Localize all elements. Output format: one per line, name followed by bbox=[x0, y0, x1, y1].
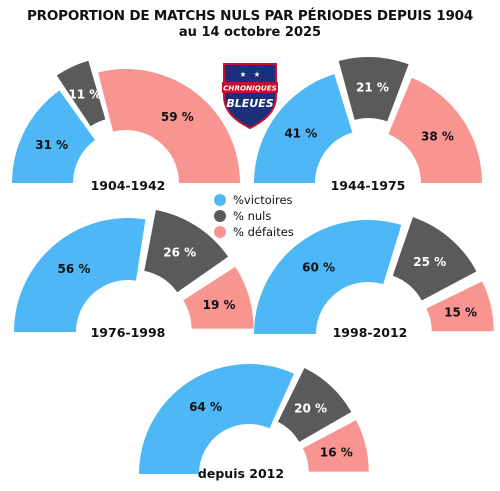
slice-defaites-5 bbox=[302, 420, 369, 472]
slice-nuls-2 bbox=[338, 57, 409, 122]
legend-label-nuls: % nuls bbox=[233, 209, 272, 223]
logo-line1: CHRONIQUES bbox=[223, 84, 277, 93]
slice-label-victoires-5: 64 % bbox=[189, 400, 222, 414]
legend-swatch-nuls bbox=[214, 210, 226, 222]
slice-label-defaites-1: 59 % bbox=[161, 110, 194, 124]
slice-label-nuls-4: 25 % bbox=[413, 255, 446, 269]
slice-label-nuls-1: 11 % bbox=[68, 88, 101, 102]
donut-chart-2: 41 % 21 % 38 % 1944-1975 bbox=[254, 57, 482, 193]
legend-label-defaites: % défaites bbox=[233, 225, 294, 239]
period-label-2: 1944-1975 bbox=[331, 178, 406, 193]
slice-defaites-2 bbox=[388, 77, 482, 183]
slice-victoires-4 bbox=[254, 219, 402, 334]
slice-nuls-5 bbox=[277, 368, 352, 442]
slice-label-nuls-2: 21 % bbox=[356, 81, 389, 95]
legend-item-victoires: %victoires bbox=[214, 192, 294, 208]
slice-label-nuls-5: 20 % bbox=[294, 401, 327, 415]
slice-label-defaites-4: 15 % bbox=[444, 306, 477, 320]
logo-line2: BLEUES bbox=[226, 97, 273, 110]
slice-label-defaites-5: 16 % bbox=[320, 445, 353, 459]
slice-label-victoires-2: 41 % bbox=[284, 126, 317, 140]
chart-title: PROPORTION DE MATCHS NULS PAR PÉRIODES D… bbox=[26, 8, 474, 24]
legend-item-nuls: % nuls bbox=[214, 208, 294, 224]
period-label-5: depuis 2012 bbox=[198, 466, 284, 481]
legend: %victoires % nuls % défaites bbox=[214, 192, 294, 240]
chart-subtitle: au 14 octobre 2025 bbox=[178, 25, 322, 40]
slice-nuls-1 bbox=[56, 60, 106, 127]
slice-victoires-3 bbox=[14, 218, 146, 332]
period-label-1: 1904-1942 bbox=[91, 178, 166, 193]
legend-swatch-defaites bbox=[214, 226, 226, 238]
slice-victoires-5 bbox=[139, 364, 295, 474]
donut-chart-4: 60 % 25 % 15 % 1998-2012 bbox=[254, 217, 494, 340]
period-label-3: 1976-1998 bbox=[91, 325, 166, 340]
donut-chart-1: 31 % 11 % 59 % 1904-1942 bbox=[12, 60, 241, 193]
slice-label-defaites-3: 19 % bbox=[203, 298, 236, 312]
slice-nuls-3 bbox=[144, 209, 229, 293]
donut-chart-5: 64 % 20 % 16 % depuis 2012 bbox=[139, 364, 369, 481]
slice-label-defaites-2: 38 % bbox=[421, 130, 454, 144]
slice-label-victoires-3: 56 % bbox=[58, 262, 91, 276]
svg-text:★: ★ bbox=[254, 70, 260, 79]
legend-item-defaites: % défaites bbox=[214, 224, 294, 240]
slice-defaites-1 bbox=[98, 69, 241, 183]
period-label-4: 1998-2012 bbox=[333, 325, 408, 340]
legend-label-victoires: %victoires bbox=[233, 193, 293, 207]
donut-chart-3: 56 % 26 % 19 % 1976-1998 bbox=[14, 209, 254, 340]
slice-victoires-1 bbox=[12, 90, 96, 183]
slice-defaites-3 bbox=[183, 266, 254, 329]
slice-label-victoires-1: 31 % bbox=[35, 138, 68, 152]
slice-nuls-4 bbox=[392, 217, 477, 301]
legend-swatch-victoires bbox=[214, 194, 226, 206]
svg-text:★: ★ bbox=[240, 70, 246, 79]
slice-label-nuls-3: 26 % bbox=[163, 245, 196, 259]
chroniques-bleues-logo: ★ ★ CHRONIQUES BLEUES bbox=[219, 60, 281, 130]
slice-victoires-2 bbox=[254, 74, 353, 183]
slice-label-victoires-4: 60 % bbox=[302, 260, 335, 274]
slice-defaites-4 bbox=[426, 281, 494, 332]
